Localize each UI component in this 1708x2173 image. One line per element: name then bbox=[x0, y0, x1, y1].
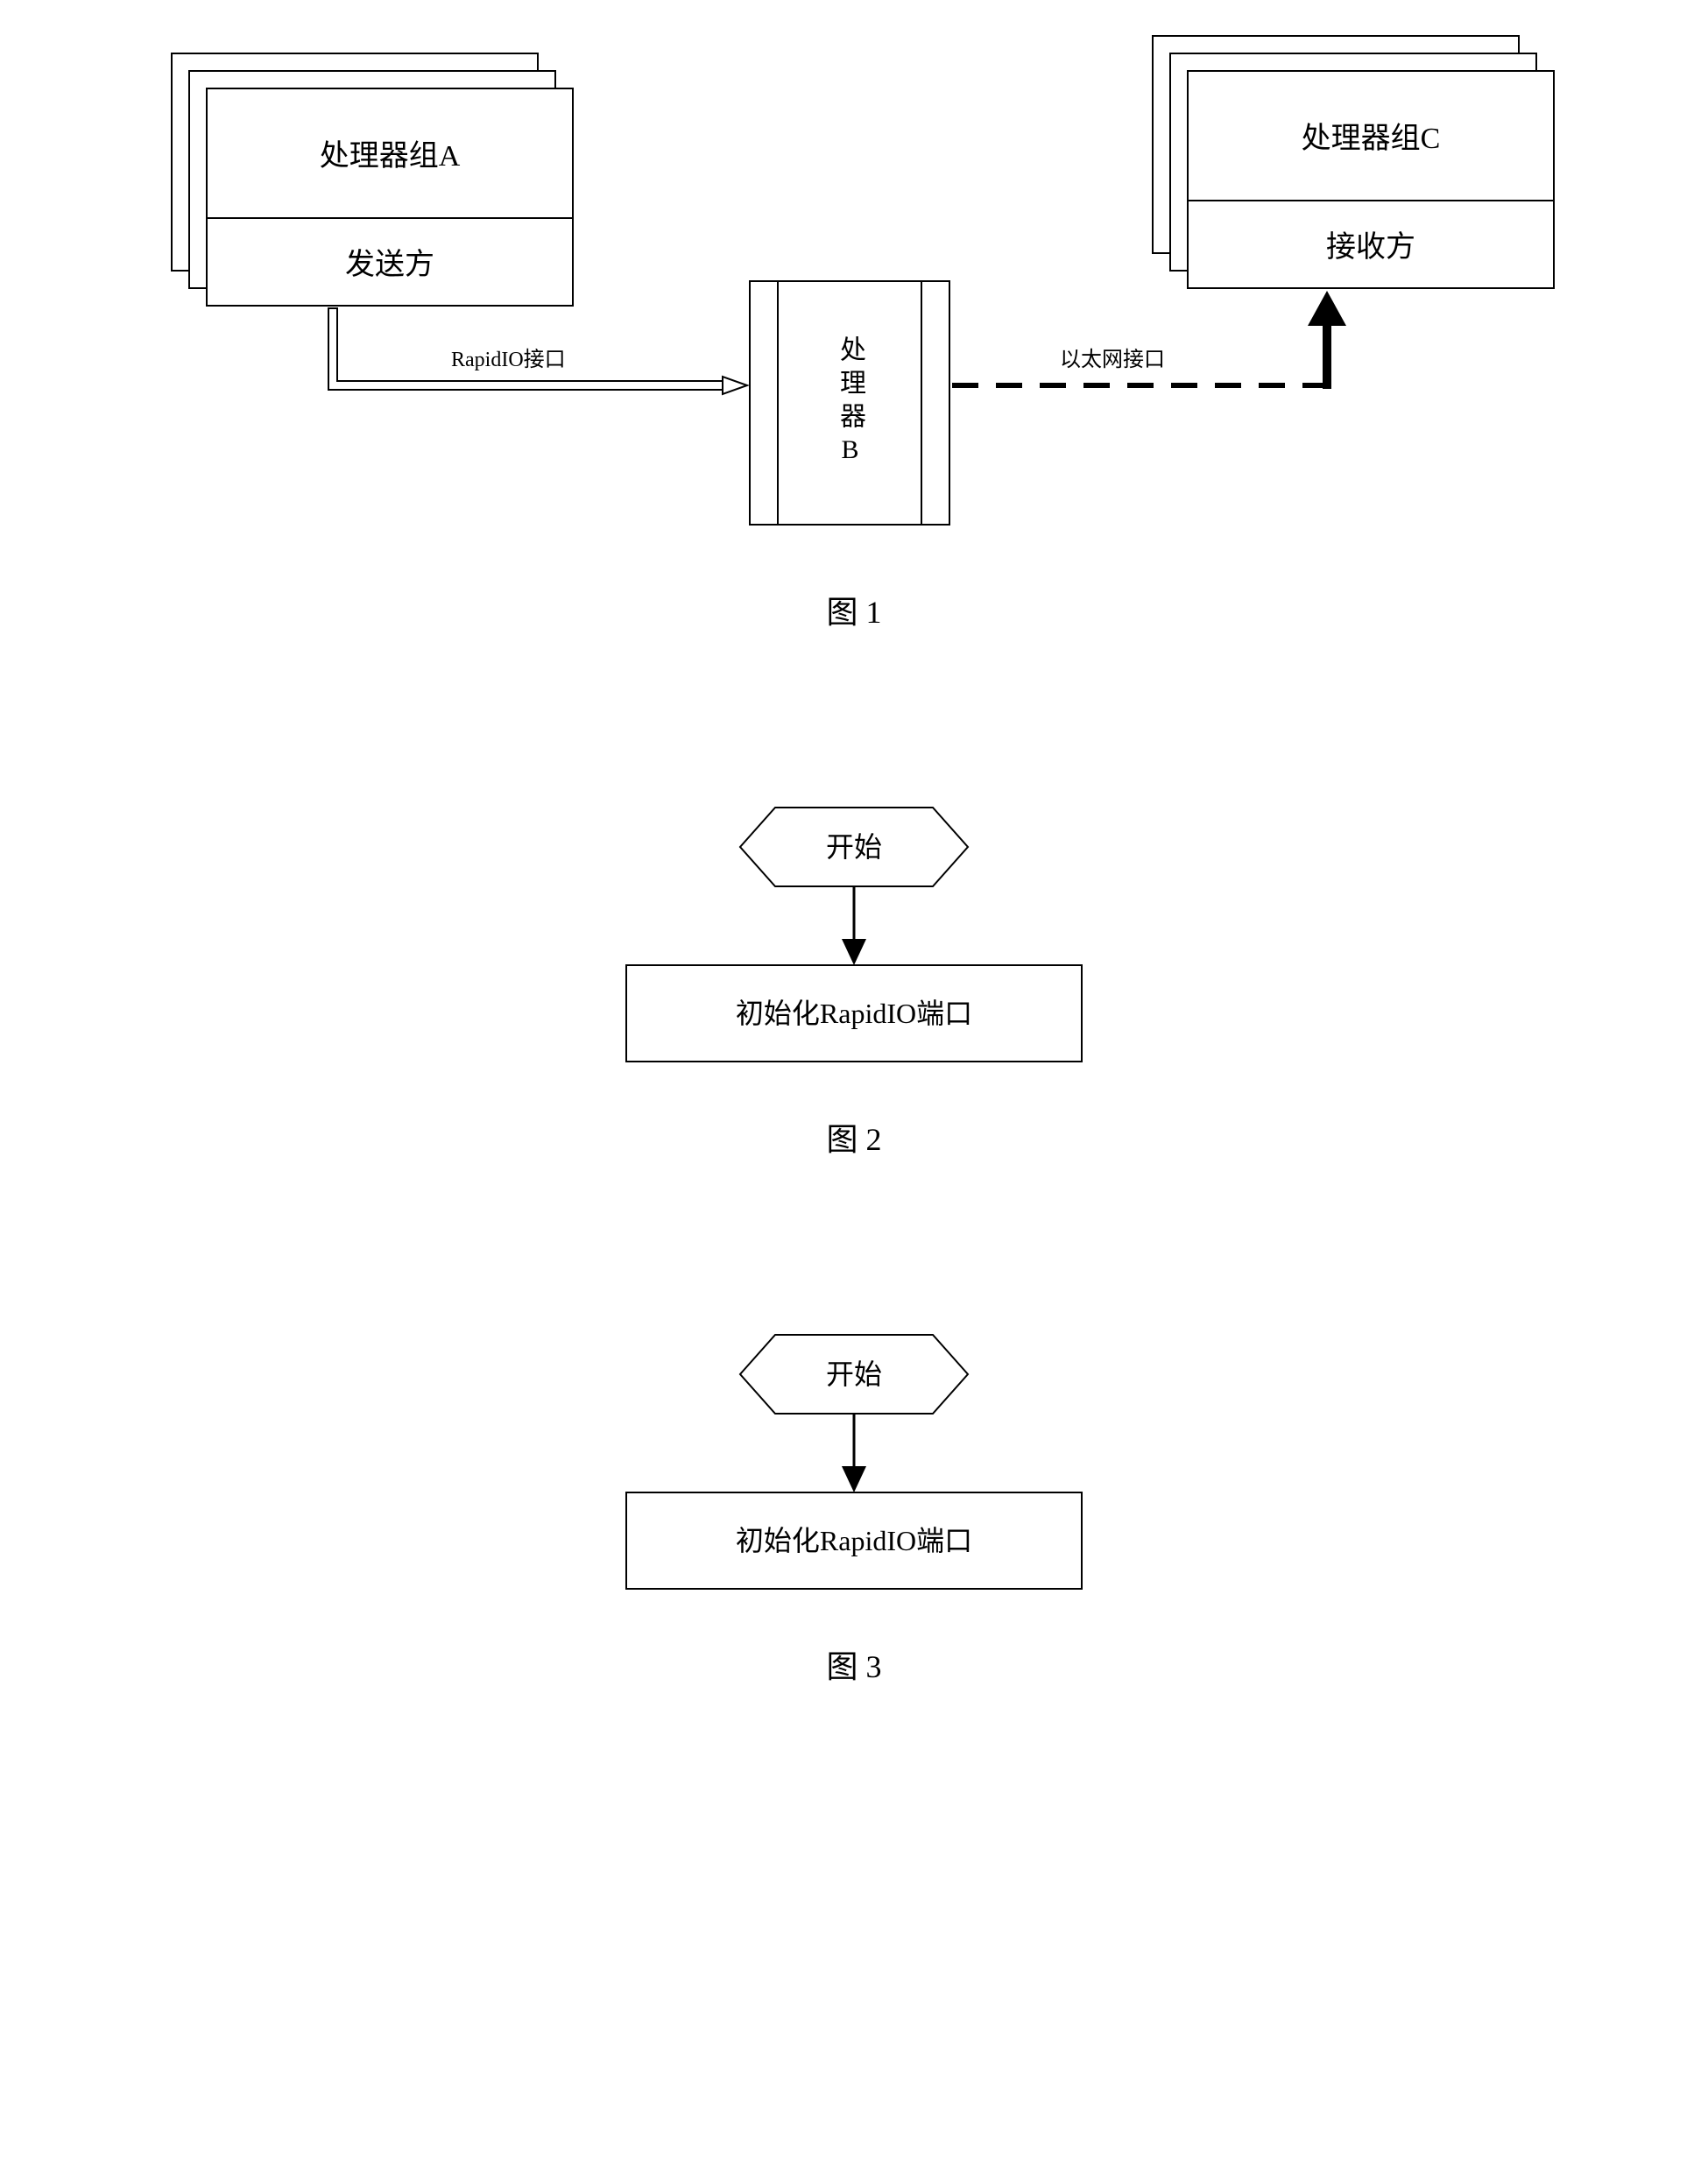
figure-3-section: 开始 初始化RapidIO端口 图 3 bbox=[0, 1282, 1708, 1687]
fig3-start-label: 开始 bbox=[826, 1358, 882, 1390]
figure-1-connectors: RapidIO接口 以太网接口 bbox=[153, 35, 1555, 526]
figure-3-caption: 图 3 bbox=[0, 1641, 1708, 1687]
figure-2-section: 开始 初始化RapidIO端口 图 2 bbox=[0, 755, 1708, 1160]
figure-1-section: 处理器组A 发送方 处理器B 处理器组C 接收方 bbox=[0, 35, 1708, 632]
fig2-step-label: 初始化RapidIO端口 bbox=[736, 998, 972, 1029]
figure-2-caption: 图 2 bbox=[0, 1114, 1708, 1160]
rapidio-label: RapidIO接口 bbox=[451, 348, 566, 371]
ethernet-arrow bbox=[952, 291, 1346, 389]
fig3-step-label: 初始化RapidIO端口 bbox=[736, 1525, 972, 1556]
fig2-arrow-head bbox=[842, 939, 866, 965]
figure-2: 开始 初始化RapidIO端口 bbox=[547, 755, 1161, 1088]
ethernet-label: 以太网接口 bbox=[1060, 348, 1165, 371]
fig2-start-label: 开始 bbox=[826, 831, 882, 863]
figure-1: 处理器组A 发送方 处理器B 处理器组C 接收方 bbox=[153, 35, 1555, 517]
figure-2-svg: 开始 初始化RapidIO端口 bbox=[547, 755, 1161, 1088]
figure-1-caption: 图 1 bbox=[0, 587, 1708, 632]
figure-3-svg: 开始 初始化RapidIO端口 bbox=[547, 1282, 1161, 1615]
fig3-arrow-head bbox=[842, 1466, 866, 1492]
figure-3: 开始 初始化RapidIO端口 bbox=[547, 1282, 1161, 1615]
